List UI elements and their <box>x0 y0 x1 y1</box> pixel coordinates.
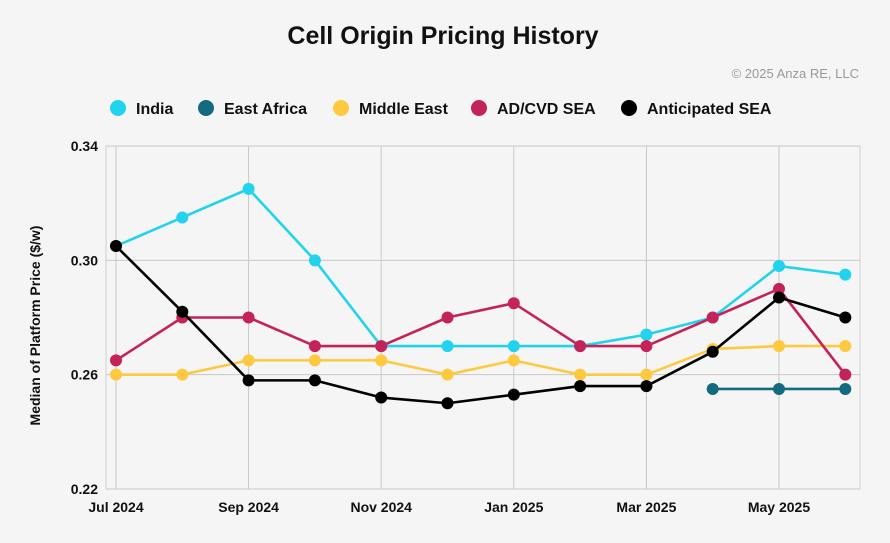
data-point <box>839 382 852 395</box>
series-middle-east <box>110 340 852 381</box>
data-point <box>176 368 189 381</box>
series-line <box>115 245 846 405</box>
data-point <box>308 354 321 367</box>
data-point <box>441 340 454 353</box>
data-point <box>640 328 653 341</box>
legend-item: India <box>110 100 173 118</box>
axes: 0.22 0.26 0.30 0.34 Jul 2024 Sep 2024 Nov 2024… <box>27 138 810 515</box>
data-point <box>839 340 852 353</box>
y-tick-label: 0.34 <box>71 138 98 154</box>
data-point <box>773 282 785 295</box>
legend-marker <box>333 100 349 116</box>
y-tick-label: 0.22 <box>71 481 98 497</box>
series-anticipated-sea <box>110 240 852 410</box>
data-point <box>110 368 122 381</box>
data-point <box>773 340 785 353</box>
series-layer <box>110 182 852 410</box>
data-point <box>242 354 255 367</box>
series-line <box>115 187 846 348</box>
data-point <box>706 345 719 358</box>
data-point <box>441 311 454 324</box>
data-point <box>574 380 587 393</box>
data-point <box>375 391 388 404</box>
data-point <box>839 368 852 381</box>
legend-marker <box>198 100 214 116</box>
series-line <box>116 344 846 376</box>
data-point <box>176 211 189 224</box>
legend-marker <box>621 100 637 116</box>
data-point <box>176 305 189 318</box>
y-tick-label: 0.30 <box>71 252 98 268</box>
data-point <box>110 240 122 253</box>
data-point <box>375 354 388 367</box>
x-tick-label: Nov 2024 <box>350 499 412 515</box>
data-point <box>242 182 255 195</box>
data-point <box>773 260 785 273</box>
data-point <box>242 311 255 324</box>
series-india <box>110 182 852 353</box>
copyright-note: © 2025 Anza RE, LLC <box>731 66 859 81</box>
x-tick-label: Sep 2024 <box>218 499 279 515</box>
data-point <box>574 340 587 353</box>
data-point <box>242 374 255 387</box>
data-point <box>507 388 520 401</box>
legend-item: AD/CVD SEA <box>471 100 596 118</box>
legend-label: AD/CVD SEA <box>497 101 596 118</box>
x-tick-label: Jan 2025 <box>484 499 543 515</box>
data-point <box>308 340 321 353</box>
legend: India East Africa Middle East AD/CVD SEA Ant… <box>110 100 772 118</box>
data-point <box>706 311 719 324</box>
series-line <box>115 287 847 376</box>
y-tick-label: 0.26 <box>71 367 98 383</box>
data-point <box>839 311 852 324</box>
legend-item: East Africa <box>198 100 307 118</box>
data-point <box>640 340 653 353</box>
x-tick-label: May 2025 <box>748 499 810 515</box>
data-point <box>839 268 852 281</box>
legend-marker <box>471 100 487 116</box>
data-point <box>308 254 321 267</box>
legend-label: India <box>136 101 173 118</box>
chart-title: Cell Origin Pricing History <box>287 22 599 50</box>
data-point <box>308 374 321 387</box>
data-point <box>640 368 653 381</box>
legend-marker <box>110 100 126 116</box>
data-point <box>441 397 454 410</box>
legend-item: Middle East <box>333 100 449 118</box>
x-tick-label: Mar 2025 <box>616 499 676 515</box>
series-ad-cvd-sea <box>110 282 852 381</box>
data-point <box>640 380 653 393</box>
data-point <box>441 368 454 381</box>
legend-label: East Africa <box>224 101 307 118</box>
y-axis-title: Median of Platform Price ($/w) <box>27 226 43 426</box>
data-point <box>507 354 520 367</box>
data-point <box>507 340 520 353</box>
legend-label: Anticipated SEA <box>647 101 772 118</box>
data-point <box>574 368 587 381</box>
data-point <box>507 297 520 310</box>
data-point <box>110 354 122 367</box>
legend-label: Middle East <box>359 101 449 118</box>
data-point <box>773 382 785 395</box>
x-tick-label: Jul 2024 <box>88 499 143 515</box>
data-point <box>773 291 785 304</box>
data-point <box>706 382 719 395</box>
legend-item: Anticipated SEA <box>621 100 772 118</box>
data-point <box>375 340 388 353</box>
gridlines <box>105 145 861 490</box>
series-east-africa <box>706 382 852 395</box>
